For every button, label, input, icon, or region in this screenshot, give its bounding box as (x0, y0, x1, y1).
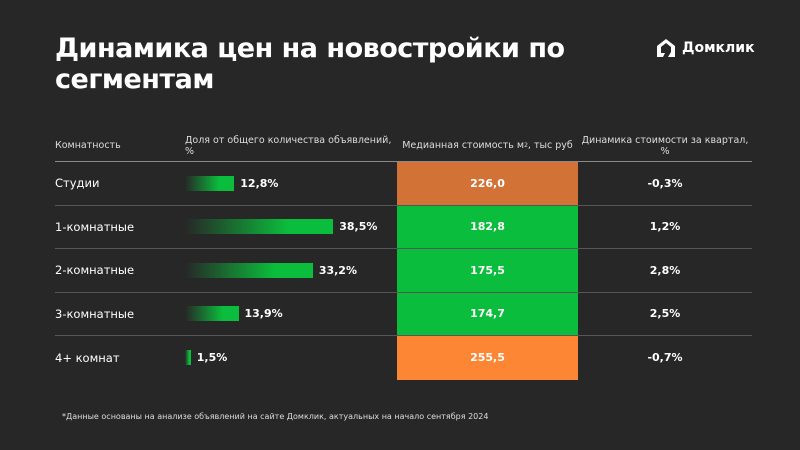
share-value: 1,5% (196, 351, 228, 365)
row-label: Студии (55, 176, 100, 191)
share-cell: 13,9% (185, 306, 397, 322)
header-price-label: Медианная стоимость м (402, 140, 525, 151)
share-bar (185, 262, 313, 278)
share-value: 33,2% (318, 263, 357, 277)
page-title: Динамика цен на новостройки по сегментам (55, 33, 565, 95)
domclick-logo: Домклик (655, 37, 755, 59)
dynamics-value: 1,2% (649, 220, 681, 234)
header-share: Доля от общего количества объявлений, % (185, 134, 392, 157)
header-price-tail: , тыс руб (527, 140, 573, 151)
dynamics-value: -0,3% (647, 176, 683, 190)
logo-text: Домклик (682, 40, 755, 56)
house-logo-icon (657, 39, 675, 57)
price-cell: 255,5 (397, 336, 578, 380)
segments-table: Комнатность Доля от общего количества об… (55, 130, 752, 380)
share-bar (185, 219, 334, 235)
row-label: 1-комнатные (55, 219, 135, 234)
dynamics-value: -0,7% (647, 351, 683, 365)
share-value: 12,8% (240, 176, 279, 190)
price-cell: 174,7 (397, 292, 578, 335)
share-cell: 12,8% (185, 175, 397, 191)
dynamics-value: 2,5% (649, 307, 681, 321)
share-cell: 38,5% (185, 219, 397, 235)
price-cell: 226,0 (397, 162, 578, 205)
row-label: 4+ комнат (55, 350, 120, 365)
table-row: 4+ комнат 1,5% 255,5 -0,7% (55, 336, 752, 380)
header-rooms: Комнатность (55, 140, 121, 151)
table-row: 2-комнатные 33,2% 175,5 2,8% (55, 249, 752, 293)
share-cell: 1,5% (185, 350, 397, 366)
price-cell: 182,8 (397, 205, 578, 248)
footnote: *Данные основаны на анализе объявлений н… (62, 412, 489, 421)
share-bar (185, 350, 191, 366)
share-bar (185, 306, 239, 322)
row-label: 2-комнатные (55, 263, 135, 278)
table-row: 3-комнатные 13,9% 174,7 2,5% (55, 292, 752, 336)
header-dynamics: Динамика стоимости за квартал, % (581, 134, 749, 157)
share-value: 13,9% (244, 307, 283, 321)
table-row: 1-комнатные 38,5% 182,8 1,2% (55, 205, 752, 249)
share-value: 38,5% (339, 220, 378, 234)
share-cell: 33,2% (185, 262, 397, 278)
header-price-sup: 2 (524, 142, 528, 149)
price-cell: 175,5 (397, 249, 578, 292)
row-label: 3-комнатные (55, 306, 135, 321)
table-row: Студии 12,8% 226,0 -0,3% (55, 162, 752, 206)
dynamics-value: 2,8% (649, 263, 681, 277)
share-bar (185, 175, 235, 191)
table-header: Комнатность Доля от общего количества об… (55, 130, 752, 162)
